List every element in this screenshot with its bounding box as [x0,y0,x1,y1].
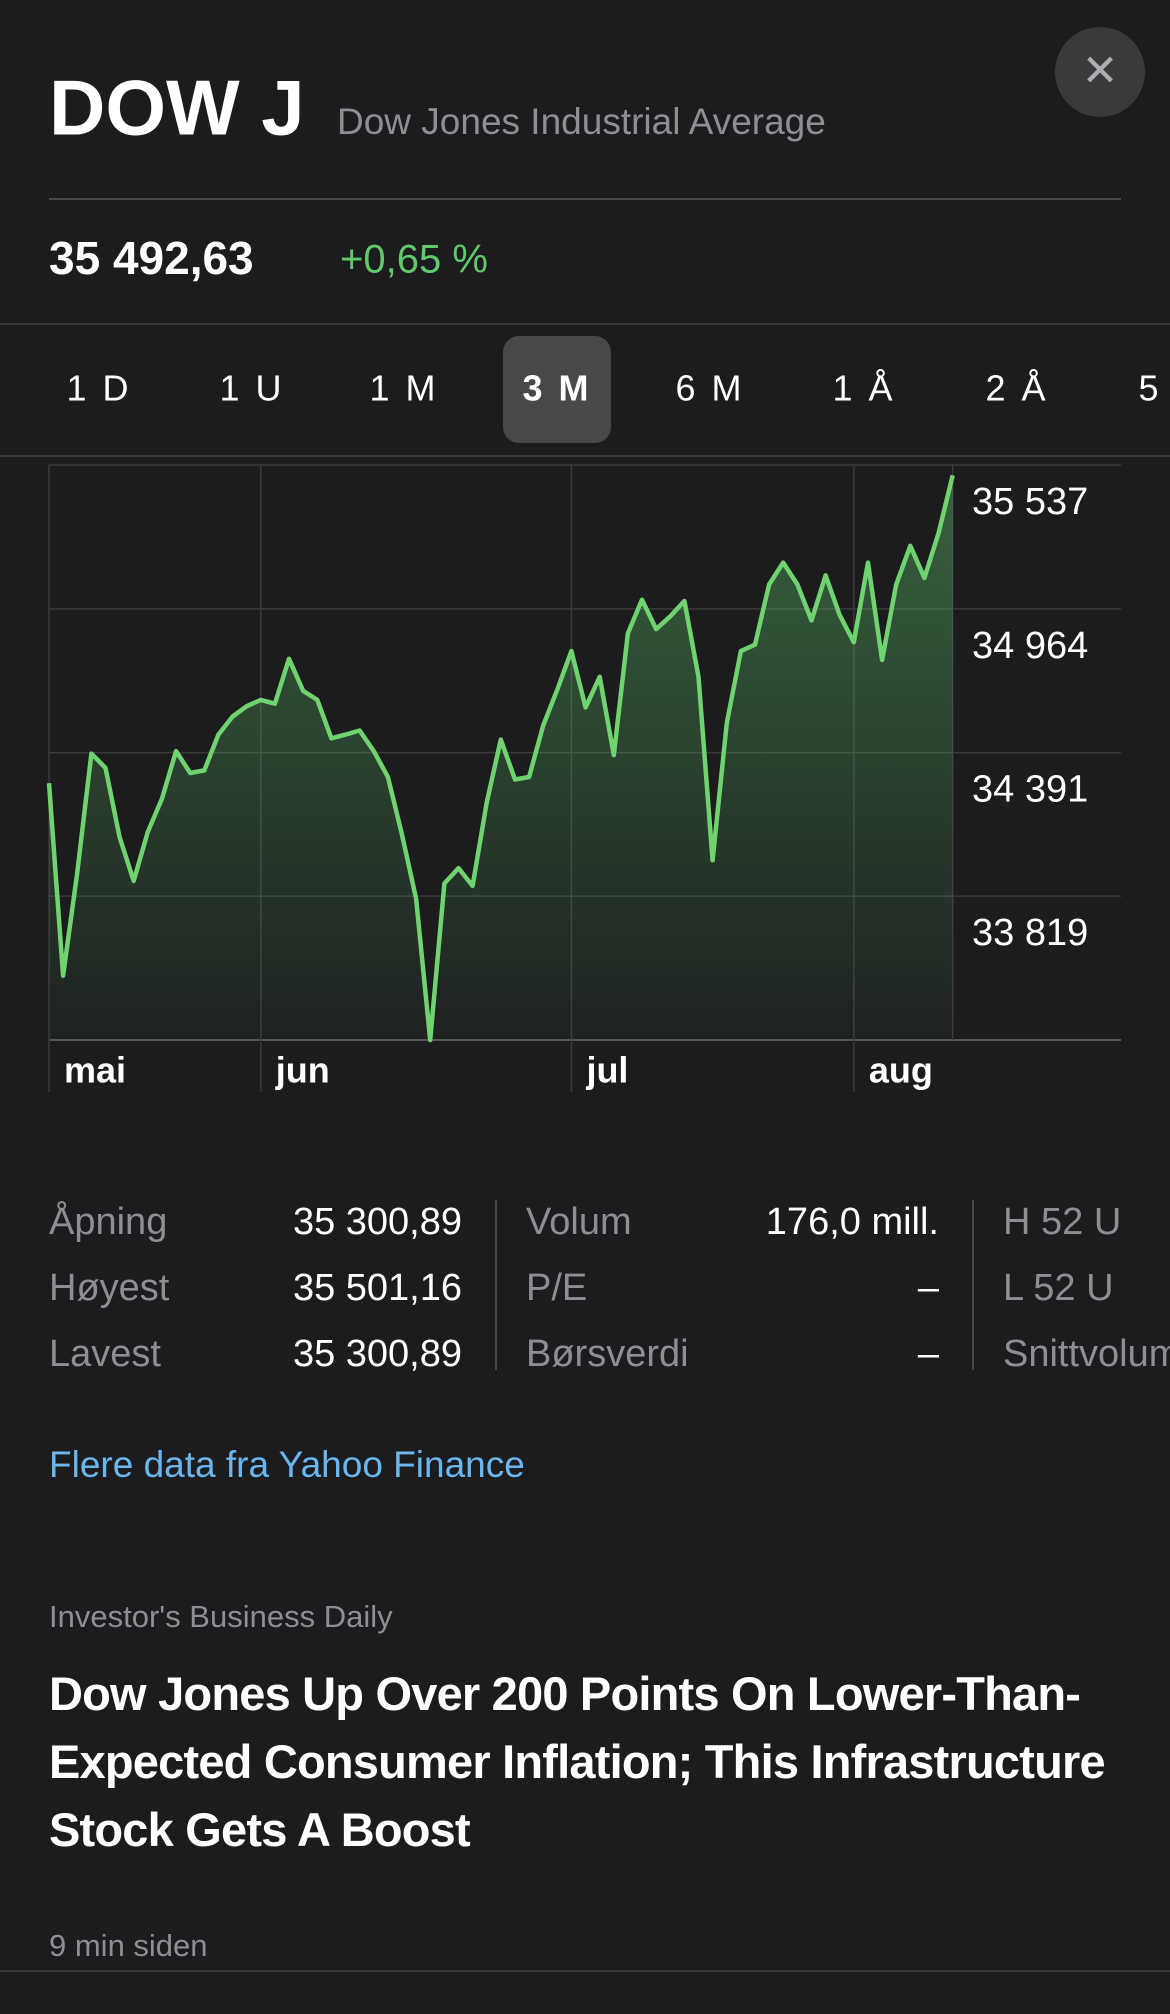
stat-label: Snittvolum [1003,1333,1170,1375]
tab-selected-bg[interactable] [503,336,611,443]
stat-label: Åpning [49,1199,167,1243]
y-tick-label: 34 964 [972,625,1088,667]
tab[interactable]: 3 M [522,368,591,409]
y-tick-label: 33 819 [972,912,1088,954]
close-icon[interactable]: ✕ [1082,47,1119,96]
stat-label: P/E [526,1267,587,1309]
y-tick-label: 34 391 [972,769,1088,811]
stat-value: 35 501,16 [293,1267,462,1309]
stat-label: Høyest [49,1267,170,1309]
stat-label: L 52 U [1003,1267,1114,1309]
price: 35 492,63 [49,232,254,284]
tab[interactable]: 5 Å [1138,368,1170,409]
x-tick-label: jul [585,1050,628,1091]
stat-label: Børsverdi [526,1333,689,1375]
x-tick-label: mai [64,1050,126,1091]
tab[interactable]: 1 M [369,368,438,409]
index-name: Dow Jones Industrial Average [337,101,826,142]
link-text[interactable]: Flere data fra Yahoo Finance [49,1444,525,1485]
tab[interactable]: 1 D [66,368,131,409]
more-data-link[interactable]: Flere data fra Yahoo Finance [49,1444,525,1485]
stat-value: – [918,1267,940,1309]
price-line [46,474,955,1043]
stat-label: H 52 U [1003,1201,1121,1243]
news-source: Investor's Business Daily [49,1599,393,1634]
tab[interactable]: 1 U [219,368,284,409]
tab[interactable]: 1 Å [832,368,895,409]
symbol: DOW J [49,64,305,152]
area [49,475,953,1040]
stat-value: 176,0 mill. [766,1201,939,1243]
stat-label: Lavest [49,1333,161,1375]
close-button[interactable] [1055,27,1145,117]
news-headline[interactable]: Dow Jones Up Over 200 Points On Lower-Th… [49,1667,1106,1856]
x-tick-label: jun [275,1050,330,1091]
stat-label: Volum [526,1201,632,1243]
stat-value: 35 300,89 [293,1201,462,1243]
change: +0,65 % [340,238,488,282]
tab[interactable]: 6 M [675,368,744,409]
tab[interactable]: 2 Å [985,368,1048,409]
stat-value: – [918,1333,940,1375]
y-tick-label: 35 537 [972,481,1088,523]
x-tick-label: aug [869,1050,933,1091]
stat-value: 35 300,89 [293,1333,462,1375]
news-time: 9 min siden [49,1928,208,1963]
